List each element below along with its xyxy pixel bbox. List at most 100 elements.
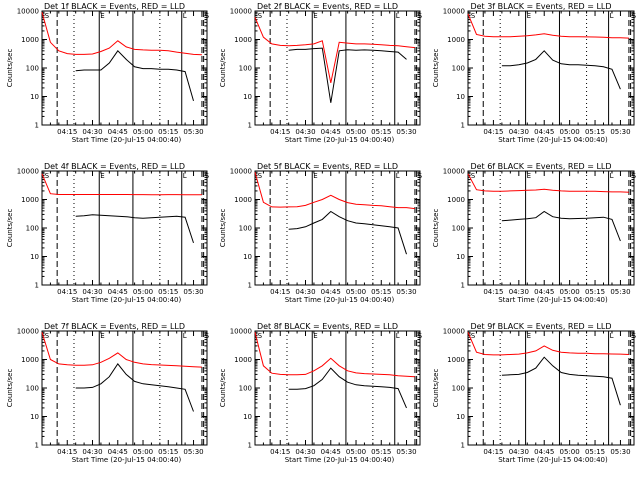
y-tick-label: 100 [239, 385, 252, 393]
x-tick-label: 04:30 [82, 128, 102, 136]
marker-flag-label: S [258, 172, 263, 180]
y-tick-label: 10000 [230, 8, 252, 16]
x-tick-label: 04:15 [57, 288, 77, 296]
y-tick-label: 1000 [234, 36, 252, 44]
x-tick-label: 05:00 [346, 448, 366, 456]
x-tick-label: 05:15 [158, 288, 178, 296]
events-series-line [288, 47, 407, 103]
plot-frame [41, 330, 208, 446]
marker-flag-label: L [183, 172, 187, 180]
marker-flag-label: S [471, 172, 476, 180]
lld-series-line [254, 172, 415, 210]
x-tick-label: 05:30 [610, 128, 630, 136]
plot-title: Det 4f BLACK = Events, RED = LLD [44, 162, 185, 171]
x-tick-label: 04:30 [295, 448, 315, 456]
marker-flag-label: S [632, 332, 637, 340]
x-tick-label: 04:15 [270, 448, 290, 456]
x-tick-label: 04:30 [295, 128, 315, 136]
x-tick-label: 04:45 [108, 128, 128, 136]
x-axis-label: Start Time (20-Jul-15 04:00:40) [285, 456, 395, 464]
plot-title: Det 9f BLACK = Events, RED = LLD [470, 322, 611, 331]
x-tick-label: 05:30 [183, 128, 203, 136]
x-tick-label: 05:00 [133, 448, 153, 456]
y-tick-label: 1 [35, 282, 39, 290]
lld-series-line [41, 12, 202, 56]
y-tick-label: 10000 [17, 168, 39, 176]
x-tick-label: 04:15 [483, 288, 503, 296]
plot-frame [254, 10, 421, 126]
y-tick-label: 10000 [17, 328, 39, 336]
marker-flag-label: S [471, 332, 476, 340]
events-series-line [288, 210, 407, 255]
y-tick-label: 100 [26, 65, 39, 73]
y-axis-label: Counts/sec [6, 369, 14, 408]
events-series-line [501, 210, 621, 242]
y-tick-label: 10000 [17, 8, 39, 16]
marker-flag-label: S [632, 12, 637, 20]
marker-flag-label: S [258, 12, 263, 20]
plot-title: Det 6f BLACK = Events, RED = LLD [470, 162, 611, 171]
plot-frame [41, 170, 208, 286]
y-tick-label: 1000 [21, 356, 39, 364]
marker-flag-label: S [45, 332, 50, 340]
x-axis-label: Start Time (20-Jul-15 04:00:40) [498, 456, 608, 464]
marker-flag-label: S [418, 332, 423, 340]
y-axis-label: Counts/sec [432, 49, 440, 88]
y-tick-label: 10 [456, 413, 465, 421]
y-tick-label: 10000 [230, 328, 252, 336]
y-tick-label: 10 [30, 253, 39, 261]
x-tick-label: 04:30 [82, 448, 102, 456]
x-tick-label: 04:45 [534, 448, 554, 456]
y-tick-label: 1000 [21, 196, 39, 204]
y-tick-label: 10 [456, 93, 465, 101]
marker-flag-label: E [313, 172, 317, 180]
y-tick-label: 10 [30, 413, 39, 421]
marker-flag-label: S [205, 172, 210, 180]
x-tick-label: 04:15 [270, 128, 290, 136]
lld-series-line [41, 173, 202, 196]
y-tick-label: 100 [452, 385, 465, 393]
x-tick-label: 05:15 [371, 448, 391, 456]
marker-flag-label: L [396, 172, 400, 180]
plot-title: Det 5f BLACK = Events, RED = LLD [257, 162, 398, 171]
plot-panel-7: Det 7f BLACK = Events, RED = LLD 1 10 100 10… [6, 322, 210, 464]
lld-series-line [41, 332, 202, 368]
plot-frame [41, 10, 208, 126]
lld-series-line [467, 13, 629, 39]
x-tick-label: 04:45 [321, 288, 341, 296]
lld-series-line [254, 17, 415, 84]
x-axis-label: Start Time (20-Jul-15 04:00:40) [498, 136, 608, 144]
x-tick-label: 05:00 [133, 288, 153, 296]
y-tick-label: 10000 [443, 328, 465, 336]
x-tick-label: 04:45 [534, 128, 554, 136]
plot-panel-3: Det 3f BLACK = Events, RED = LLD 1 10 100 10… [432, 2, 637, 144]
x-tick-label: 05:00 [346, 128, 366, 136]
x-tick-label: 05:30 [610, 288, 630, 296]
x-tick-label: 05:15 [585, 448, 605, 456]
y-tick-label: 1 [248, 282, 252, 290]
x-tick-label: 05:00 [560, 448, 580, 456]
marker-flag-label: S [418, 12, 423, 20]
x-tick-label: 05:00 [560, 128, 580, 136]
x-tick-label: 04:30 [82, 288, 102, 296]
plot-panel-1: Det 1f BLACK = Events, RED = LLD 1 10 100 10… [6, 2, 210, 144]
plot-frame [467, 170, 635, 286]
events-series-line [75, 50, 194, 102]
marker-flag-label: L [183, 12, 187, 20]
y-axis-label: Counts/sec [6, 209, 14, 248]
x-tick-label: 04:30 [295, 288, 315, 296]
y-axis-label: Counts/sec [219, 369, 227, 408]
x-tick-label: 04:15 [270, 288, 290, 296]
x-tick-label: 04:15 [483, 448, 503, 456]
events-series-line [501, 356, 621, 406]
plot-panel-8: Det 8f BLACK = Events, RED = LLD 1 10 100 10… [219, 322, 423, 464]
marker-flag-label: E [100, 172, 104, 180]
plot-panel-4: Det 4f BLACK = Events, RED = LLD 1 10 100 10… [6, 162, 210, 304]
plot-title: Det 2f BLACK = Events, RED = LLD [257, 2, 398, 11]
x-tick-label: 05:30 [396, 128, 416, 136]
marker-flag-label: E [527, 12, 531, 20]
y-tick-label: 1 [35, 122, 39, 130]
y-tick-label: 1000 [447, 36, 465, 44]
y-tick-label: 1000 [447, 356, 465, 364]
